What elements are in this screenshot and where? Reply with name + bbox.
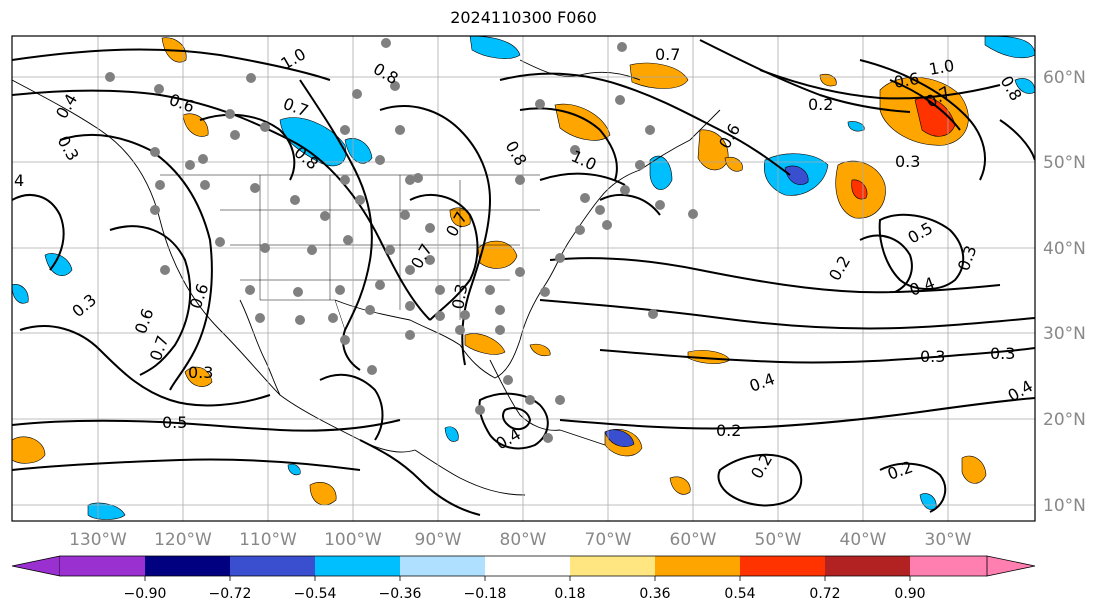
colorbar-tick-label: 0.72 xyxy=(809,586,840,602)
latitude-label: 50°N xyxy=(1043,153,1086,173)
contour-label: 0.7 xyxy=(655,45,680,64)
longitude-label: 80°W xyxy=(500,530,547,550)
colorbar-tick-label: 0.90 xyxy=(894,586,925,602)
longitude-label: 30°W xyxy=(925,530,972,550)
colorbar-extend-right xyxy=(986,555,1036,577)
colorbar-tick-label: 0.18 xyxy=(554,586,585,602)
longitude-label: 70°W xyxy=(585,530,632,550)
latitude-label: 10°N xyxy=(1043,496,1086,516)
map-content: 1.0 0.8 0.6 0.7 0.3 1.0 0.8 0.7 0.8 0.7 … xyxy=(12,36,1035,521)
colorbar-segment xyxy=(570,556,655,576)
map-title: 2024110300 F060 xyxy=(450,8,597,27)
contour-label: 0.5 xyxy=(162,413,187,432)
contour-label: 0.6 xyxy=(892,69,920,92)
colorbar-segment xyxy=(315,556,400,576)
contour-label: 0.3 xyxy=(188,363,213,382)
colorbar-tick-label: −0.90 xyxy=(124,586,167,602)
colorbar-segment xyxy=(400,556,485,576)
coastlines xyxy=(12,59,721,496)
contour-label: 1.0 xyxy=(927,56,955,79)
gridlines xyxy=(12,36,1035,521)
colorbar-segment xyxy=(60,556,145,576)
latitude-labels: 60°N 50°N 40°N 30°N 20°N 10°N xyxy=(1043,68,1086,516)
colorbar-tick-label: −0.54 xyxy=(294,586,337,602)
colorbar-segment xyxy=(655,556,740,576)
colorbar-tick-label: −0.72 xyxy=(209,586,252,602)
colorbar-ticks xyxy=(144,576,911,581)
colorbar-extend-left xyxy=(11,555,61,577)
colorbar-segment xyxy=(740,556,825,576)
colorbar-tick-label: −0.36 xyxy=(379,586,422,602)
longitude-label: 130°W xyxy=(69,530,127,550)
colorbar-segment xyxy=(145,556,230,576)
longitude-label: 120°W xyxy=(154,530,212,550)
longitude-label: 110°W xyxy=(239,530,297,550)
contour-label: 0.3 xyxy=(895,152,920,171)
contour-label: 0.2 xyxy=(716,421,741,440)
colorbar-tick-label: 0.36 xyxy=(639,586,670,602)
colorbar-tick-label: 0.54 xyxy=(724,586,755,602)
map-frame xyxy=(11,35,1036,522)
latitude-label: 30°N xyxy=(1043,324,1086,344)
contour-label: 0.3 xyxy=(448,282,471,310)
longitude-labels: 130°W 120°W 110°W 100°W 90°W 80°W 70°W 6… xyxy=(69,530,972,550)
longitude-label: 100°W xyxy=(324,530,382,550)
colorbar-segment xyxy=(485,556,570,576)
latitude-label: 60°N xyxy=(1043,68,1086,88)
longitude-label: 50°W xyxy=(755,530,802,550)
contour-label: 0.3 xyxy=(990,344,1015,363)
contour-lines xyxy=(12,39,1035,516)
contour-label: 4 xyxy=(14,171,24,190)
colorbar-segment xyxy=(910,556,987,576)
contour-label: 0.3 xyxy=(920,347,945,366)
colorbar-tick-label: −0.18 xyxy=(464,586,507,602)
latitude-label: 40°N xyxy=(1043,239,1086,259)
shaded-negative-patches xyxy=(12,36,1035,520)
station-dots xyxy=(105,38,698,443)
political-borders xyxy=(160,174,540,331)
colorbar: −0.90 −0.72 −0.54 −0.36 −0.18 0.18 0.36 … xyxy=(11,555,1036,602)
colorbar-segment xyxy=(230,556,315,576)
longitude-label: 40°W xyxy=(840,530,887,550)
latitude-label: 20°N xyxy=(1043,410,1086,430)
contour-label: 0.2 xyxy=(808,95,833,114)
longitude-label: 60°W xyxy=(670,530,717,550)
colorbar-segment xyxy=(825,556,910,576)
longitude-label: 90°W xyxy=(415,530,462,550)
